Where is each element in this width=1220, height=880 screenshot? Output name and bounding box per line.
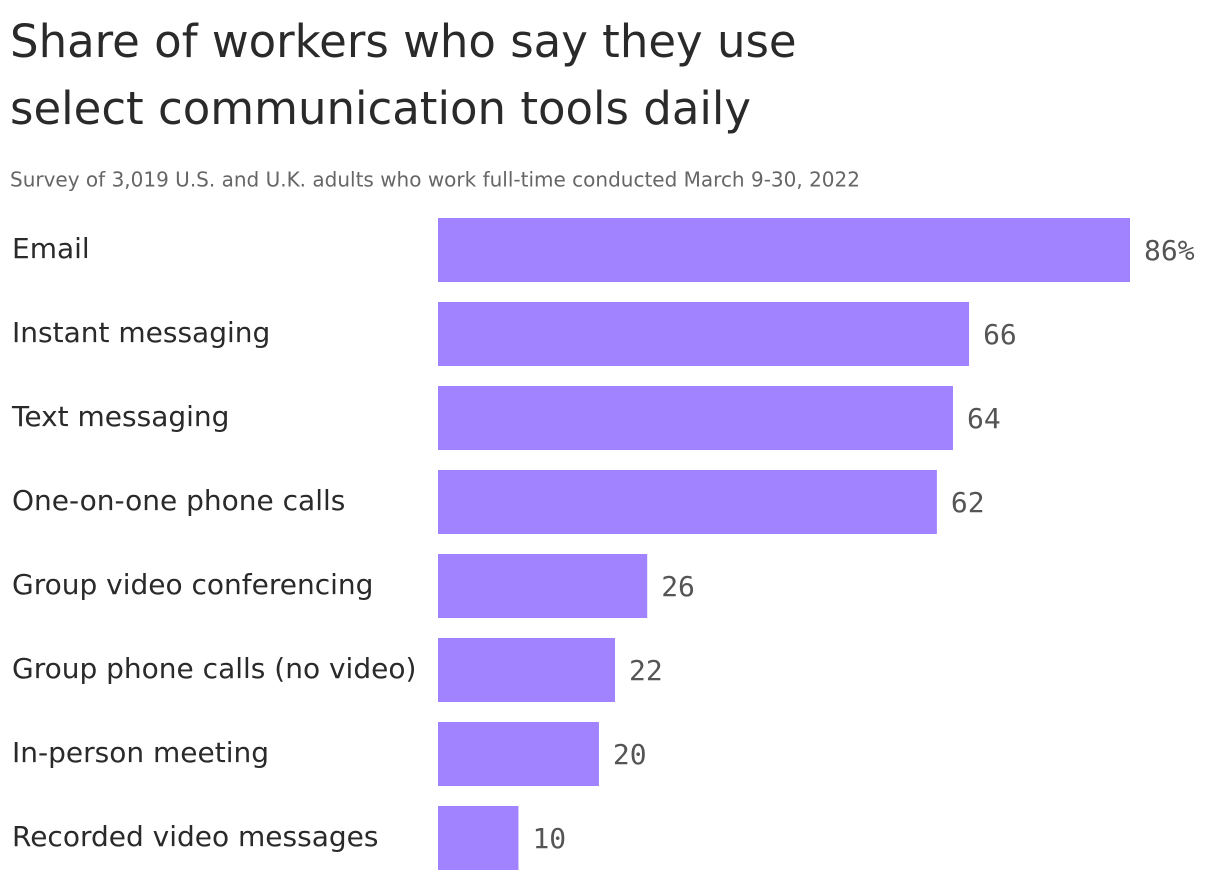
value-label: 64 bbox=[967, 402, 1001, 435]
category-label: One-on-one phone calls bbox=[12, 484, 345, 517]
chart-subtitle: Survey of 3,019 U.S. and U.K. adults who… bbox=[10, 168, 860, 192]
category-label: Recorded video messages bbox=[12, 820, 378, 853]
value-label: 22 bbox=[629, 654, 663, 687]
bar bbox=[438, 386, 953, 450]
bar bbox=[438, 806, 519, 870]
value-label: 26 bbox=[661, 570, 695, 603]
bar bbox=[438, 470, 937, 534]
category-label: In-person meeting bbox=[12, 736, 269, 769]
value-label: 66 bbox=[983, 318, 1017, 351]
bar bbox=[438, 218, 1130, 282]
chart-title: Share of workers who say they use select … bbox=[10, 15, 797, 135]
category-label: Instant messaging bbox=[12, 316, 270, 349]
bar bbox=[438, 722, 599, 786]
value-label: 86% bbox=[1144, 234, 1195, 267]
value-label: 20 bbox=[613, 738, 647, 771]
category-label: Group phone calls (no video) bbox=[12, 652, 416, 685]
bar bbox=[438, 638, 616, 702]
bar bbox=[438, 554, 648, 618]
category-label: Group video conferencing bbox=[12, 568, 373, 601]
bar bbox=[438, 302, 970, 366]
value-label: 10 bbox=[532, 822, 566, 855]
value-label: 62 bbox=[951, 486, 985, 519]
category-label: Email bbox=[12, 232, 90, 265]
category-label: Text messaging bbox=[11, 400, 229, 433]
